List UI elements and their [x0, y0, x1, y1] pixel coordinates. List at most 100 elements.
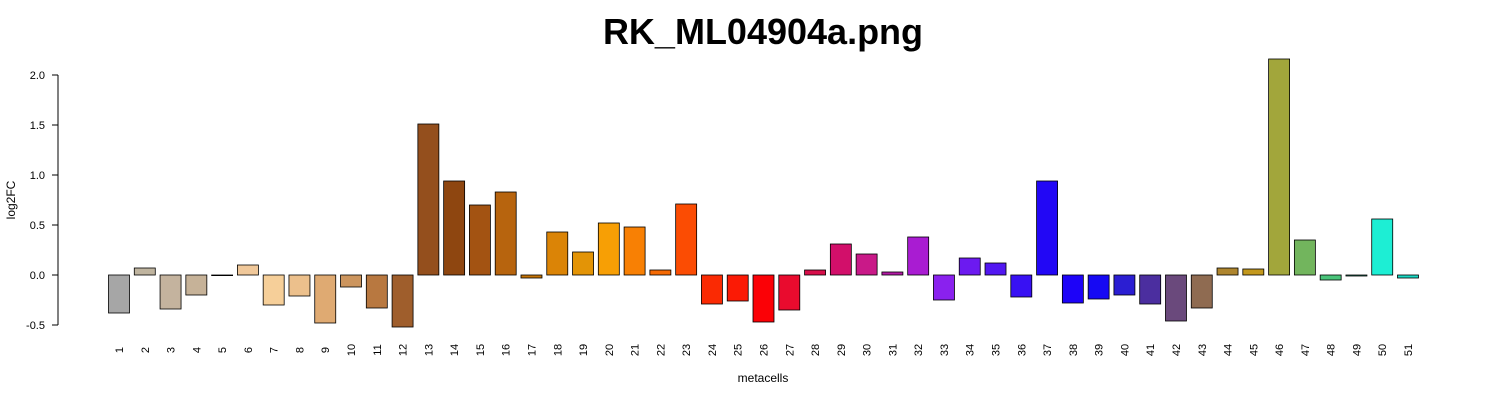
x-tick-label: 37: [1042, 344, 1054, 356]
bar-41: [1139, 274, 1162, 305]
x-tick-label: 31: [887, 344, 899, 356]
y-tick-label: 0.5: [30, 220, 45, 232]
bar-37: [1036, 180, 1058, 276]
bar-35: [984, 262, 1007, 276]
x-tick-label: 10: [346, 344, 358, 356]
y-axis: -0.5 0.0 0.5 1.0 1.5 2.0: [26, 70, 59, 332]
bar-5: [211, 274, 234, 277]
x-tick-label: 19: [578, 344, 590, 356]
x-tick-label: 28: [810, 344, 822, 356]
x-tick-label: 18: [552, 344, 564, 356]
bar-19: [572, 251, 594, 276]
x-tick-label: 44: [1223, 344, 1235, 356]
x-tick-label: 50: [1377, 344, 1389, 356]
x-tick-label: 17: [526, 344, 538, 356]
x-tick-label: 7: [269, 347, 281, 353]
x-tick-label: 8: [294, 347, 306, 353]
x-tick-label: 27: [784, 344, 796, 356]
x-tick-label: 22: [655, 344, 667, 356]
x-tick-label: 35: [991, 344, 1003, 356]
bar-31: [881, 271, 904, 276]
x-tick-label: 32: [913, 344, 925, 356]
x-tick-label: 40: [1119, 344, 1131, 356]
chart-title: RK_ML04904a.png: [603, 11, 923, 52]
bar-36: [1010, 274, 1033, 298]
bar-15: [469, 204, 491, 276]
bar-28: [804, 269, 826, 276]
bar-40: [1113, 274, 1136, 296]
x-tick-label: 45: [1248, 344, 1260, 356]
x-tick-label: 47: [1300, 344, 1312, 356]
bar-51: [1397, 274, 1419, 279]
x-tick-label: 33: [939, 344, 951, 356]
bar-10: [340, 274, 362, 288]
bars-group: [108, 58, 1419, 328]
y-tick-label: 1.0: [30, 170, 45, 182]
bar-38: [1061, 274, 1084, 304]
y-axis-label: log2FC: [4, 180, 18, 219]
x-tick-label: 41: [1145, 344, 1157, 356]
y-tick-label: 0.0: [30, 270, 45, 282]
bar-46: [1268, 58, 1290, 276]
y-tick-label: 1.5: [30, 120, 45, 132]
bar-8: [288, 274, 311, 297]
bar-50: [1371, 218, 1394, 276]
bar-17: [520, 274, 543, 279]
x-tick-label: 12: [398, 344, 410, 356]
bar-32: [907, 236, 930, 276]
x-tick-label: 49: [1351, 344, 1363, 356]
bar-1: [108, 274, 130, 314]
x-tick-label: 39: [1094, 344, 1106, 356]
bar-34: [958, 257, 981, 276]
bar-42: [1165, 274, 1187, 322]
bar-27: [778, 274, 801, 311]
x-tick-label: 23: [681, 344, 693, 356]
x-tick-label: 48: [1326, 344, 1338, 356]
y-tick-label: -0.5: [26, 320, 45, 332]
x-tick-label: 15: [475, 344, 487, 356]
x-tick-label: 20: [604, 344, 616, 356]
bar-2: [133, 267, 156, 276]
bar-12: [391, 274, 414, 328]
bar-48: [1319, 274, 1342, 281]
x-tick-label: 3: [166, 347, 178, 353]
bar-30: [855, 253, 878, 276]
bar-22: [649, 269, 672, 276]
bar-23: [675, 203, 698, 276]
bar-4: [185, 274, 208, 296]
x-tick-label: 42: [1171, 344, 1183, 356]
x-tick-label: 30: [862, 344, 874, 356]
x-tick-label: 14: [449, 344, 461, 356]
bar-9: [314, 274, 337, 324]
x-tick-label: 29: [836, 344, 848, 356]
bar-49: [1345, 274, 1368, 277]
y-tick-label: 2.0: [30, 70, 45, 82]
bar-21: [623, 226, 646, 276]
x-tick-label: 38: [1068, 344, 1080, 356]
bar-25: [726, 274, 749, 302]
x-tick-labels: 1 2 3 4 5 6 7 8 9 10 11 12 13 14 15 16 17 18 19 20 21 22 23 24 2…: [114, 344, 1415, 356]
x-tick-label: 6: [243, 347, 255, 353]
bar-3: [159, 274, 182, 310]
x-tick-label: 21: [630, 344, 642, 356]
bar-45: [1242, 268, 1265, 276]
x-tick-label: 1: [114, 347, 126, 353]
bar-26: [752, 274, 775, 323]
bar-24: [701, 274, 723, 305]
x-tick-label: 13: [423, 344, 435, 356]
x-tick-label: 9: [320, 347, 332, 353]
x-tick-label: 24: [707, 344, 719, 356]
bar-47: [1293, 239, 1316, 276]
bar-16: [494, 191, 517, 276]
x-tick-label: 34: [965, 344, 977, 356]
bar-6: [236, 264, 259, 276]
bar-18: [546, 231, 569, 276]
bar-43: [1190, 274, 1213, 309]
x-tick-label: 43: [1197, 344, 1209, 356]
bar-13: [417, 123, 440, 276]
bar-39: [1087, 274, 1110, 300]
bar-33: [933, 274, 955, 301]
bar-7: [262, 274, 285, 306]
x-tick-label: 11: [372, 344, 384, 355]
